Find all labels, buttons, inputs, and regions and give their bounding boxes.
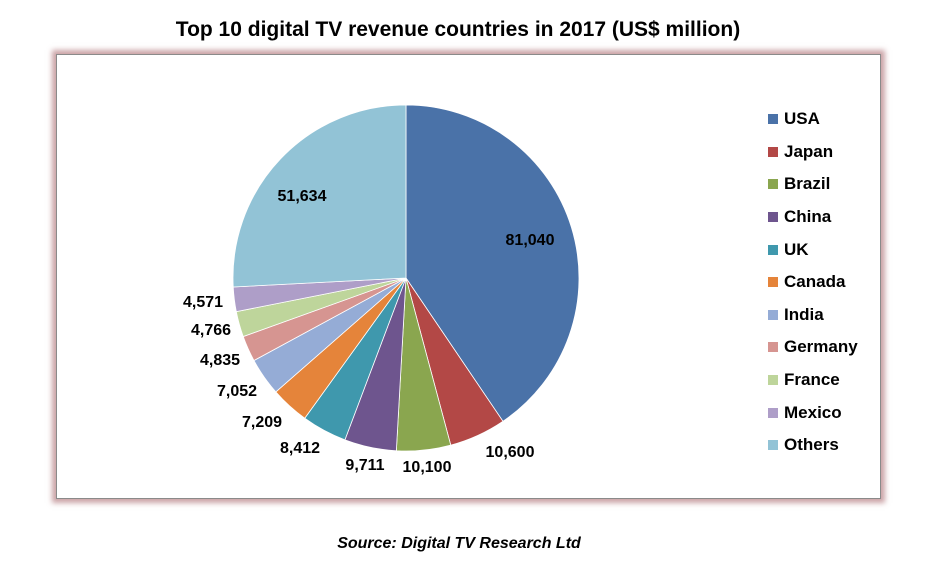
legend-swatch: [768, 342, 778, 353]
legend-label: China: [784, 207, 832, 227]
legend-swatch: [768, 244, 778, 255]
legend-label: UK: [784, 239, 809, 259]
legend-item-china: China: [768, 201, 858, 234]
data-label-france: 4,766: [191, 322, 231, 339]
data-label-germany: 4,835: [200, 352, 240, 369]
legend-item-india: India: [768, 299, 858, 332]
legend-label: Others: [784, 435, 839, 455]
data-label-canada: 7,209: [242, 414, 282, 431]
legend: USA Japan Brazil China UK Canada India Germany F…: [768, 103, 858, 462]
source-note: Source: Digital TV Research Ltd: [337, 535, 581, 552]
legend-label: France: [784, 370, 840, 390]
data-label-others: 51,634: [278, 188, 327, 205]
legend-label: Canada: [784, 272, 846, 292]
legend-label: USA: [784, 109, 820, 129]
legend-swatch: [768, 309, 778, 320]
legend-item-brazil: Brazil: [768, 168, 858, 201]
legend-swatch: [768, 179, 778, 190]
legend-swatch: [768, 277, 778, 288]
legend-swatch: [768, 440, 778, 451]
legend-swatch: [768, 407, 778, 418]
pie-slice-usa: [405, 104, 580, 422]
data-label-brazil: 10,100: [403, 459, 452, 476]
pie-slice-others: [232, 104, 407, 288]
legend-item-japan: Japan: [768, 136, 858, 169]
legend-item-usa: USA: [768, 103, 858, 136]
data-label-mexico: 4,571: [183, 294, 223, 311]
legend-swatch: [768, 375, 778, 386]
legend-item-mexico: Mexico: [768, 396, 858, 429]
legend-label: Japan: [784, 141, 834, 161]
legend-label: Germany: [784, 337, 858, 357]
chart-title: Top 10 digital TV revenue countries in 2…: [175, 18, 741, 41]
legend-label: Brazil: [784, 174, 831, 194]
legend-swatch: [768, 146, 778, 157]
legend-item-uk: UK: [768, 233, 858, 266]
legend-swatch: [768, 114, 778, 125]
legend-item-france: France: [768, 364, 858, 397]
legend-label: India: [784, 304, 824, 324]
legend-label: Mexico: [784, 402, 842, 422]
legend-item-others: Others: [768, 429, 858, 462]
legend-item-canada: Canada: [768, 266, 858, 299]
data-label-japan: 10,600: [486, 444, 535, 461]
data-label-india: 7,052: [217, 383, 257, 400]
data-label-china: 9,711: [345, 457, 384, 474]
legend-item-germany: Germany: [768, 331, 858, 364]
data-label-uk: 8,412: [280, 440, 320, 457]
legend-swatch: [768, 212, 778, 223]
data-label-usa: 81,040: [506, 232, 555, 249]
